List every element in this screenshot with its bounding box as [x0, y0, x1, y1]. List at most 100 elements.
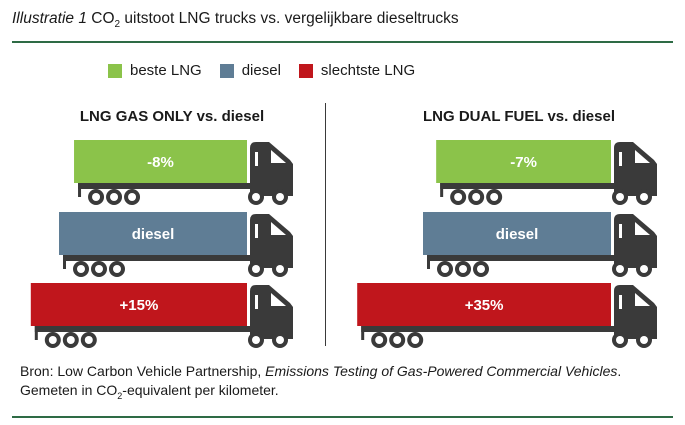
- truck-cab-p1-r2: [250, 214, 293, 268]
- figure-title: CO2 uitstoot LNG trucks vs. vergelijkbar…: [91, 10, 459, 31]
- wheel-hub-p2-r2-2: [459, 265, 467, 273]
- wheel-hub-p1-r1-4: [252, 193, 260, 201]
- panel-title-gas-only: LNG GAS ONLY vs. diesel: [79, 108, 265, 125]
- wheel-hub-p2-r1-5: [640, 193, 648, 201]
- rear-bumper-p1-r1: [78, 183, 82, 197]
- footer-source-prefix: Bron: Low Carbon Vehicle Partnership,: [20, 363, 266, 379]
- wheel-hub-p1-r3-2: [66, 336, 75, 344]
- chassis-p1-r3: [34, 326, 265, 332]
- cab-window-p1-r1: [271, 150, 286, 163]
- cab-window-p2-r3: [635, 293, 650, 306]
- wheel-hub-p1-r1-1: [92, 193, 101, 201]
- wheel-hub-p2-r3-2: [393, 336, 402, 344]
- footer-source: Bron: Low Carbon Vehicle Partnership, Em…: [20, 362, 621, 406]
- wheel-hub-p2-r3-5: [640, 336, 648, 344]
- wheel-hub-p2-r1-3: [490, 193, 499, 201]
- title-rest: uitstoot LNG trucks vs. vergelijkbare di…: [120, 10, 459, 27]
- wheel-hub-p1-r2-4: [252, 265, 260, 273]
- legend-swatch-diesel: [219, 63, 234, 78]
- rear-bumper-p2-r2: [427, 255, 430, 269]
- wheel-hub-p1-r2-1: [77, 265, 85, 273]
- wheel-hub-p1-r3-1: [48, 336, 57, 344]
- wheel-hub-p1-r2-2: [95, 265, 103, 273]
- cab-door-line-p1-r1: [255, 152, 258, 166]
- trailer-bar-p1-r2: [59, 212, 247, 255]
- wheel-hub-p2-r2-5: [640, 265, 648, 273]
- cab-door-line-p1-r2: [255, 224, 258, 238]
- footer-source-title: Emissions Testing of Gas-Powered Commerc…: [265, 363, 618, 379]
- bar-label-p2-r3: +35%: [465, 297, 504, 314]
- cab-door-line-p2-r1: [619, 152, 622, 166]
- legend: beste LNG diesel slechtste LNG: [108, 62, 415, 79]
- header-rule: [12, 41, 673, 43]
- legend-label-diesel: diesel: [241, 62, 281, 79]
- wheel-hub-p2-r3-1: [375, 336, 384, 344]
- legend-item-worst: slechtste LNG: [298, 62, 416, 79]
- panel-divider: [325, 103, 326, 346]
- bar-label-p2-r2: diesel: [496, 226, 539, 243]
- rear-bumper-p1-r2: [63, 255, 66, 269]
- wheel-hub-p2-r1-1: [454, 193, 463, 201]
- truck-cab-p2-r1: [614, 142, 657, 196]
- legend-swatch-worst: [298, 63, 313, 78]
- chassis-p1-r1: [78, 183, 265, 189]
- truck-cab-p2-r3: [614, 285, 657, 339]
- rear-bumper-p2-r1: [440, 183, 444, 197]
- footer-unit-pre: Gemeten in CO: [20, 382, 118, 398]
- cab-window-p1-r3: [271, 293, 286, 306]
- truck-cab-p1-r3: [250, 285, 293, 339]
- wheel-hub-p1-r1-2: [110, 193, 119, 201]
- legend-swatch-best: [108, 63, 122, 78]
- panel-title-dual-fuel: LNG DUAL FUEL vs. diesel: [423, 108, 615, 125]
- wheel-hub-p1-r2-3: [113, 265, 121, 273]
- wheel-hub-p1-r3-5: [276, 336, 284, 344]
- wheel-hub-p1-r1-3: [128, 193, 137, 201]
- footer-unit-sub: 2: [117, 390, 123, 401]
- chassis-p1-r2: [63, 255, 265, 261]
- trailer-bar-p2-r1: [436, 140, 611, 183]
- wheel-hub-p1-r2-5: [276, 265, 284, 273]
- wheel-hub-p1-r1-5: [276, 193, 284, 201]
- cab-door-line-p1-r3: [255, 295, 258, 309]
- footer-source-end: .: [617, 363, 622, 379]
- chassis-p2-r1: [440, 183, 629, 189]
- trailer-bar-p1-r3: [30, 283, 247, 326]
- figure-header: Illustratie 1 CO2 uitstoot LNG trucks vs…: [12, 10, 459, 30]
- trailer-bar-p2-r2: [423, 212, 611, 255]
- footer-line-2: Gemeten in CO2-equivalent per kilometer.: [20, 381, 621, 406]
- rear-bumper-p2-r3: [361, 326, 365, 340]
- cab-window-p2-r2: [635, 222, 650, 235]
- footer-rule: [12, 416, 673, 418]
- title-sub-2: 2: [114, 19, 121, 31]
- truck-cab-p1-r1: [250, 142, 293, 196]
- bar-label-p1-r3: +15%: [120, 297, 159, 314]
- rear-bumper-p1-r3: [34, 326, 38, 340]
- trailer-bar-p1-r1: [74, 140, 247, 183]
- cab-window-p1-r2: [271, 222, 286, 235]
- cab-door-line-p2-r3: [619, 295, 622, 309]
- figure-label: Illustratie 1: [12, 10, 87, 27]
- wheel-hub-p2-r1-2: [472, 193, 481, 201]
- legend-item-diesel: diesel: [219, 62, 281, 79]
- legend-label-worst: slechtste LNG: [320, 62, 416, 79]
- bar-label-p2-r1: -7%: [510, 154, 537, 171]
- wheel-hub-p1-r3-4: [252, 336, 260, 344]
- cab-window-p2-r1: [635, 150, 650, 163]
- wheel-hub-p1-r3-3: [84, 336, 93, 344]
- title-co: CO: [91, 10, 115, 27]
- chassis-p2-r3: [361, 326, 629, 332]
- legend-label-best: beste LNG: [130, 62, 202, 79]
- wheel-hub-p2-r3-3: [411, 336, 420, 344]
- wheel-hub-p2-r1-4: [616, 193, 624, 201]
- cab-door-line-p2-r2: [619, 224, 622, 238]
- trailer-bar-p2-r3: [357, 283, 611, 326]
- wheel-hub-p2-r2-3: [477, 265, 485, 273]
- bar-label-p1-r1: -8%: [147, 154, 174, 171]
- legend-item-best: beste LNG: [108, 62, 202, 79]
- wheel-hub-p2-r2-1: [441, 265, 449, 273]
- footer-unit-post: -equivalent per kilometer.: [122, 382, 279, 398]
- bar-label-p1-r2: diesel: [132, 226, 175, 243]
- footer-line-1: Bron: Low Carbon Vehicle Partnership, Em…: [20, 362, 621, 381]
- wheel-hub-p2-r2-4: [616, 265, 624, 273]
